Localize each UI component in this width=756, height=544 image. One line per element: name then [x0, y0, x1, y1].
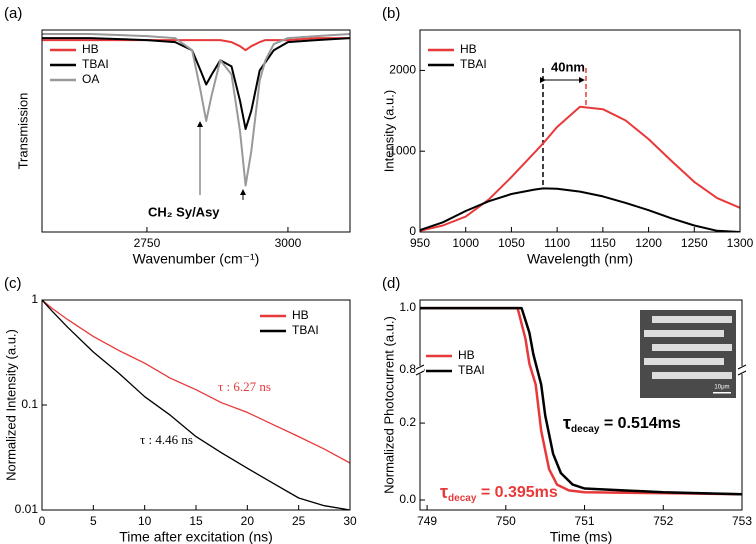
axis-break-gap [416, 366, 424, 374]
y-tick-label: 0.2 [399, 415, 416, 429]
data-line [42, 300, 350, 510]
x-tick-label: 749 [417, 514, 437, 528]
x-tick-label: 1000 [452, 236, 479, 250]
x-tick-label: 1300 [727, 236, 754, 250]
legend-label: TBAI [292, 323, 319, 337]
panel-label: (b) [382, 5, 400, 22]
annotation: τ : 4.46 ns [140, 432, 193, 447]
x-tick-label: 753 [732, 514, 752, 528]
data-line [420, 187, 740, 232]
x-tick-label: 20 [241, 514, 255, 528]
x-tick-label: 25 [292, 514, 306, 528]
panel-label: (c) [4, 275, 22, 292]
axis-break [737, 370, 747, 376]
x-tick-label: 950 [410, 236, 430, 250]
data-line [420, 105, 740, 232]
data-line [42, 33, 350, 187]
x-axis-label: Time (ms) [550, 529, 612, 544]
x-tick-label: 752 [653, 514, 673, 528]
panel-label: (d) [382, 275, 400, 292]
y-tick-label: 0.0 [399, 492, 416, 506]
x-axis-label: Wavenumber (cm⁻¹) [133, 251, 260, 267]
x-tick-label: 30 [343, 514, 357, 528]
y-tick-label: 0.8 [399, 362, 416, 376]
legend-label: HB [292, 308, 309, 322]
y-axis-label: Intensity (a.u.) [381, 90, 396, 172]
x-tick-label: 1150 [590, 236, 616, 250]
y-axis-label: Normalized Photocurrent (a.u.) [381, 316, 396, 494]
x-axis-label: Wavelength (nm) [527, 251, 633, 267]
axis-break [415, 364, 425, 370]
x-tick-label: 1050 [498, 236, 525, 250]
x-tick-label: 5 [90, 514, 97, 528]
inset-image: 10μm [640, 310, 736, 398]
panel-label: (a) [4, 5, 22, 22]
x-tick-label: 15 [189, 514, 203, 528]
legend-label: TBAI [458, 363, 485, 377]
data-line [42, 300, 350, 464]
x-tick-label: 1250 [681, 236, 708, 250]
legend-label: HB [82, 42, 99, 56]
y-axis-label: Normalized Intensity (a.u.) [3, 329, 18, 481]
annotation-text: = 0.395ms [476, 484, 558, 501]
data-line [420, 306, 742, 496]
axis-break-gap [738, 366, 746, 374]
legend-label: TBAI [460, 57, 487, 71]
annotation: 40nm [551, 59, 585, 74]
axis-break [737, 364, 747, 370]
x-tick-label: 751 [575, 514, 595, 528]
plot-frame [419, 299, 743, 511]
x-tick-label: 0 [39, 514, 46, 528]
legend-label: TBAI [82, 57, 109, 71]
data-line [420, 306, 742, 496]
plot-frame [419, 29, 741, 233]
annotation: τ : 6.27 ns [218, 379, 271, 394]
inset-scale: 10μm [714, 385, 729, 391]
x-axis-label: Time after excitation (ns) [119, 529, 273, 544]
data-line [42, 37, 350, 52]
x-tick-label: 750 [496, 514, 516, 528]
x-tick-label: 2750 [134, 236, 161, 250]
y-tick-label: 0.01 [15, 502, 39, 516]
legend-label: HB [460, 42, 477, 56]
y-axis-label: Transmission [15, 93, 30, 170]
y-tick-label: 1000 [389, 143, 416, 157]
annotation-text: = 0.514ms [599, 415, 681, 432]
annotation-subscript: decay [448, 493, 477, 504]
y-tick-label: 1 [31, 292, 38, 306]
y-tick-label: 0 [409, 224, 416, 238]
annotation-symbol: τ [563, 413, 571, 433]
x-tick-label: 10 [138, 514, 152, 528]
x-tick-label: 1200 [635, 236, 662, 250]
y-tick-label: 0.1 [21, 397, 38, 411]
axis-break [415, 370, 425, 376]
annotation-subscript: decay [571, 424, 600, 435]
y-tick-label: 1.0 [399, 300, 416, 314]
x-tick-label: 3000 [275, 236, 302, 250]
data-line [42, 37, 350, 130]
annotation: CH₂ Sy/Asy [148, 204, 220, 219]
legend-label: HB [458, 348, 475, 362]
x-tick-label: 1100 [544, 236, 570, 250]
plot-frame [41, 29, 351, 233]
annotation-symbol: τ [440, 482, 448, 502]
y-tick-label: 2000 [389, 63, 416, 77]
legend-label: OA [82, 72, 99, 86]
annotation: τdecay = 0.395ms [440, 482, 558, 504]
annotation: τdecay = 0.514ms [563, 413, 681, 435]
